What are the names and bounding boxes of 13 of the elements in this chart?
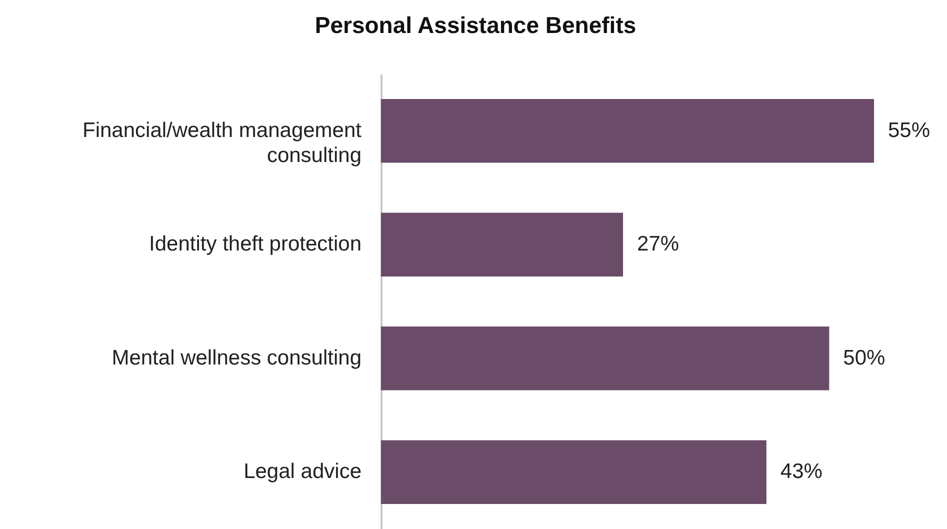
y-tick-label: Mental wellness consulting xyxy=(112,346,362,370)
chart-title: Personal Assistance Benefits xyxy=(314,12,636,38)
data-label: 43% xyxy=(780,460,822,484)
bar xyxy=(381,99,874,163)
data-label: 50% xyxy=(843,346,886,370)
data-label: 55% xyxy=(888,118,930,142)
data-label: 27% xyxy=(637,232,680,256)
bar xyxy=(381,212,624,276)
bar xyxy=(381,440,766,504)
y-tick-label: Financial/wealth management consulting xyxy=(82,118,362,167)
y-tick-label: Identity theft protection xyxy=(149,232,362,256)
bar xyxy=(381,326,830,390)
y-tick-label: Legal advice xyxy=(244,460,362,484)
